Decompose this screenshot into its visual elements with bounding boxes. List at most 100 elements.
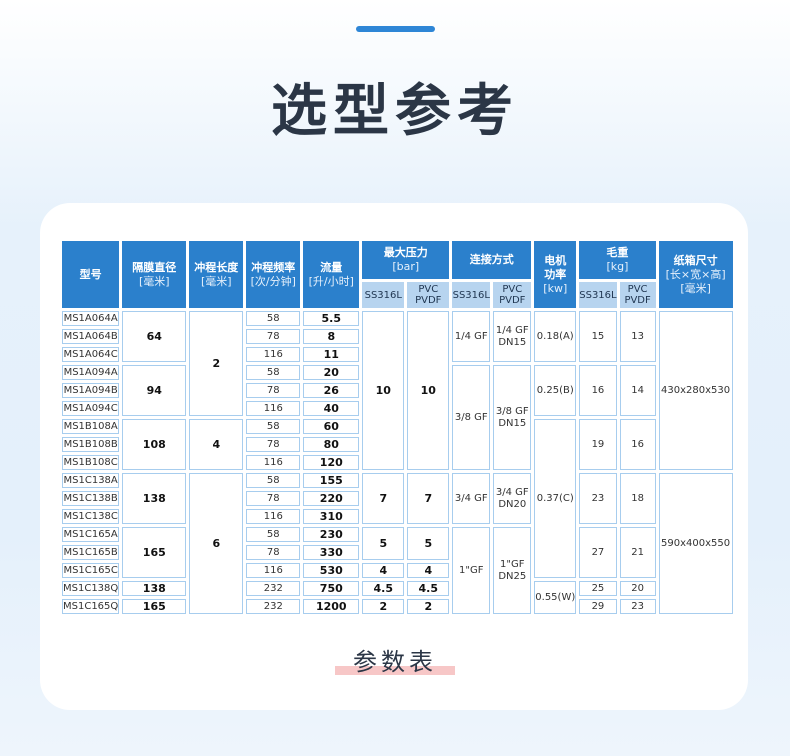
cell-motor: 0.37(C)	[534, 419, 577, 578]
cell-connection-ss316l: 1/4 GF	[452, 311, 491, 362]
header-frequency: 冲程频率 [次/分钟]	[246, 241, 301, 308]
cell-weight-ss316l: 15	[579, 311, 617, 362]
header-stroke: 冲程长度 [毫米]	[189, 241, 244, 308]
cell-model: MS1B108B	[62, 437, 120, 452]
header-box-unit: [长×宽×高]	[665, 267, 726, 281]
cell-pressure-ss316l: 5	[362, 527, 405, 560]
header-diameter-name: 隔膜直径	[132, 260, 177, 274]
cell-frequency: 78	[246, 383, 301, 398]
cell-flow: 8	[303, 329, 360, 344]
header-box-name: 纸箱尺寸	[673, 253, 718, 267]
table-row: MS1C138Q 138 232 750 4.5 4.5 0.55(W) 25 20	[62, 581, 733, 614]
cell-model: MS1C138B	[62, 491, 120, 506]
header-frequency-unit: [次/分钟]	[250, 274, 296, 288]
header-flow-name: 流量	[320, 260, 343, 274]
cell-connection-pvc-pvdf: 1/4 GF DN15	[493, 311, 532, 362]
selection-table: 型号 隔膜直径 [毫米] 冲程长度 [毫米] 冲程频率 [次/分钟] 流量 [升/小时]…	[59, 238, 736, 617]
subheader-connection-pvc-pvdf: PVC PVDF	[493, 282, 532, 308]
table-row: MS1C138C 116 310	[62, 509, 733, 524]
cell-flow: 11	[303, 347, 360, 362]
cell-frequency: 116	[246, 401, 301, 416]
cell-flow: 220	[303, 491, 360, 506]
cell-model: MS1A094A	[62, 365, 120, 380]
cell-connection-pvc-pvdf: 3/4 GF DN20	[493, 473, 532, 524]
cell-flow: 40	[303, 401, 360, 416]
cell-frequency: 58	[246, 527, 301, 542]
table-row: MS1A064C 116 11	[62, 347, 733, 362]
cell-pressure-pvc-pvdf: 7	[407, 473, 450, 524]
subheader-pressure-pvc-pvdf: PVC PVDF	[407, 282, 450, 308]
subheader-weight-ss316l: SS316L	[579, 282, 617, 308]
cell-motor: 0.55(W)	[534, 581, 577, 614]
cell-diameter: 165	[122, 527, 187, 578]
table-row: MS1A064A 64 2 58 5.5 10 10 1/4 GF 1/4 GF DN15 0.1…	[62, 311, 733, 470]
cell-flow: 530	[303, 563, 360, 578]
table-row: MS1A064B 78 8	[62, 329, 733, 344]
cell-connection-ss316l: 1"GF	[452, 527, 491, 614]
table-row: MS1B108B 78 80	[62, 437, 733, 452]
header-model: 型号	[62, 241, 120, 308]
table-row: MS1A094A 94 58 20 3/8 GF 3/8 GF DN15 0.25(B) 16…	[62, 365, 733, 470]
cell-connection-pvc-pvdf: 1"GF DN25	[493, 527, 532, 614]
cell-weight-ss316l: 23	[579, 473, 617, 524]
cell-flow: 5.5	[303, 311, 360, 326]
header-motor: 电机功率 [kw]	[534, 241, 577, 308]
header-diameter: 隔膜直径 [毫米]	[122, 241, 187, 308]
cell-flow: 120	[303, 455, 360, 470]
subheader-weight-pvc-pvdf: PVC PVDF	[619, 282, 656, 308]
header-stroke-name: 冲程长度	[194, 260, 239, 274]
cell-connection-ss316l: 3/8 GF	[452, 365, 491, 470]
cell-pressure-ss316l: 10	[362, 311, 405, 470]
cell-weight-ss316l: 25	[579, 581, 617, 596]
cell-box: 590x400x550	[658, 473, 733, 614]
header-stroke-unit: [毫米]	[200, 274, 232, 288]
cell-model: MS1C138A	[62, 473, 120, 488]
footer: 参数表	[0, 642, 790, 677]
cell-connection-ss316l: 3/4 GF	[452, 473, 491, 524]
cell-weight-pvc-pvdf: 13	[619, 311, 656, 362]
cell-frequency: 58	[246, 365, 301, 380]
cell-model: MS1A064A	[62, 311, 120, 326]
cell-flow: 26	[303, 383, 360, 398]
cell-model: MS1C165A	[62, 527, 120, 542]
footer-text: 参数表	[353, 648, 437, 676]
cell-stroke: 6	[189, 473, 244, 614]
cell-frequency: 78	[246, 437, 301, 452]
header-pressure-name: 最大压力	[383, 246, 428, 259]
cell-flow: 155	[303, 473, 360, 488]
header-connection: 连接方式	[452, 241, 532, 279]
cell-frequency: 78	[246, 491, 301, 506]
cell-weight-ss316l: 29	[579, 599, 617, 614]
cell-weight-ss316l: 19	[579, 419, 617, 470]
header-weight: 毛重 [kg]	[579, 241, 656, 279]
header-weight-name: 毛重	[606, 246, 629, 259]
table-row: MS1B108C 116 120	[62, 455, 733, 470]
table-row: MS1C165C 116 530 4 4	[62, 563, 733, 578]
cell-weight-pvc-pvdf: 21	[619, 527, 656, 578]
cell-frequency: 232	[246, 599, 301, 614]
cell-flow: 1200	[303, 599, 360, 614]
cell-weight-pvc-pvdf: 14	[619, 365, 656, 416]
cell-diameter: 138	[122, 581, 187, 596]
cell-model: MS1A064C	[62, 347, 120, 362]
cell-model: MS1C165B	[62, 545, 120, 560]
cell-motor: 0.18(A)	[534, 311, 577, 362]
cell-flow: 80	[303, 437, 360, 452]
cell-flow: 230	[303, 527, 360, 542]
cell-model: MS1C138C	[62, 509, 120, 524]
cell-pressure-ss316l: 4.5	[362, 581, 405, 596]
header-box-unit2: [毫米]	[680, 281, 711, 295]
cell-frequency: 232	[246, 581, 301, 596]
accent-bar	[356, 26, 435, 32]
cell-pressure-pvc-pvdf: 2	[407, 599, 450, 614]
cell-diameter: 108	[122, 419, 187, 470]
cell-flow: 750	[303, 581, 360, 596]
header-flow: 流量 [升/小时]	[303, 241, 360, 308]
footer-label: 参数表	[335, 642, 455, 677]
cell-pressure-ss316l: 4	[362, 563, 405, 578]
cell-flow: 310	[303, 509, 360, 524]
cell-weight-pvc-pvdf: 18	[619, 473, 656, 524]
subheader-pressure-ss316l: SS316L	[362, 282, 405, 308]
cell-weight-pvc-pvdf: 20	[619, 581, 656, 596]
header-motor-unit: [kw]	[543, 281, 568, 295]
